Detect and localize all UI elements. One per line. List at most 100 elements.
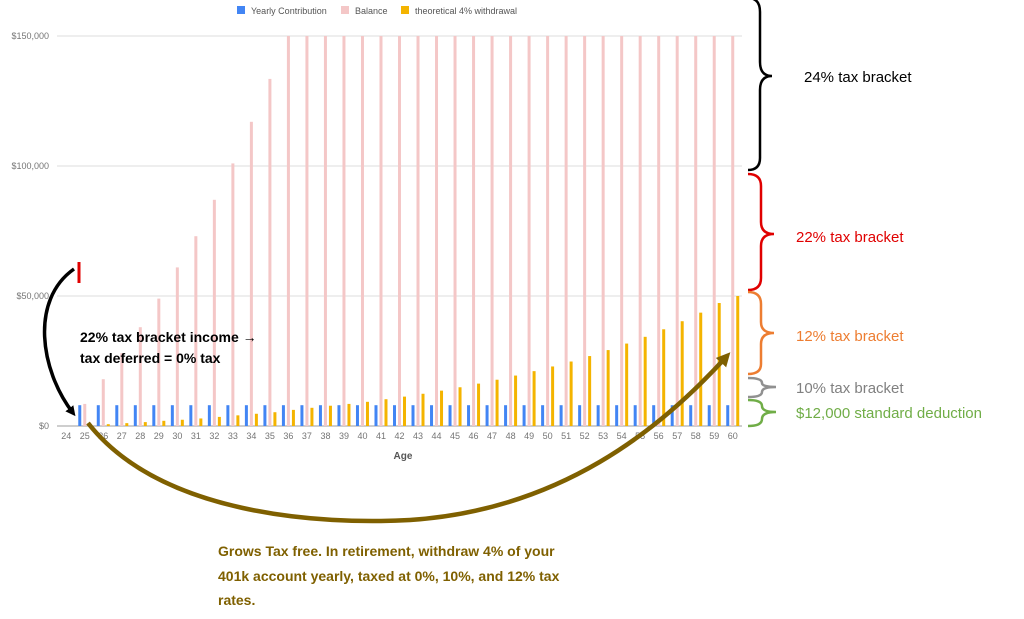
x-tick-label: 46: [469, 431, 479, 441]
x-tick-label: 37: [302, 431, 312, 441]
bracket-10: 10% tax bracket: [747, 376, 904, 399]
bar-yearly-contribution-34: [244, 405, 248, 426]
bar-theoretical-4-withdrawal-35: [273, 412, 277, 426]
legend-label-yearly-contribution: Yearly Contribution: [251, 6, 327, 16]
bracket-12: 12% tax bracket: [747, 290, 904, 376]
bar-yearly-contribution-25: [78, 405, 82, 426]
bar-yearly-contribution-40: [355, 405, 359, 426]
bar-theoretical-4-withdrawal-58: [699, 312, 703, 426]
growth-curve-arrow: [86, 352, 731, 524]
x-tick-label: 41: [376, 431, 386, 441]
x-tick-label: 52: [580, 431, 590, 441]
bracket-label-24: 24% tax bracket: [804, 69, 912, 86]
bar-balance-30: [175, 267, 179, 426]
x-tick-label: 49: [524, 431, 534, 441]
bar-theoretical-4-withdrawal-36: [291, 409, 295, 426]
bar-yearly-contribution-26: [96, 405, 100, 426]
x-tick-label: 43: [413, 431, 423, 441]
bar-balance-33: [231, 163, 235, 426]
brace-10: [747, 376, 777, 399]
bar-theoretical-4-withdrawal-52: [588, 356, 592, 426]
bar-balance-36: [286, 36, 290, 426]
bar-yearly-contribution-55: [633, 405, 637, 426]
bar-balance-28: [138, 327, 142, 426]
x-tick-label: 57: [672, 431, 682, 441]
bar-yearly-contribution-47: [485, 405, 489, 426]
bar-balance-31: [194, 236, 198, 426]
bar-balance-41: [379, 36, 383, 426]
bottom-note-line-1: Grows Tax free. In retirement, withdraw …: [218, 543, 555, 559]
bar-yearly-contribution-32: [207, 405, 211, 426]
bar-balance-27: [120, 353, 124, 426]
bar-theoretical-4-withdrawal-60: [736, 296, 740, 426]
x-tick-label: 58: [691, 431, 701, 441]
bar-yearly-contribution-30: [170, 405, 174, 426]
x-tick-label: 51: [561, 431, 571, 441]
bracket-22: 22% tax bracket: [747, 172, 904, 292]
bar-yearly-contribution-39: [337, 405, 341, 426]
bar-yearly-contribution-52: [578, 405, 582, 426]
bar-theoretical-4-withdrawal-55: [643, 336, 647, 426]
bar-yearly-contribution-35: [263, 405, 267, 426]
bar-theoretical-4-withdrawal-42: [403, 396, 406, 426]
bar-yearly-contribution-48: [504, 405, 508, 426]
legend-swatch-withdrawal: [401, 6, 409, 14]
bar-balance-34: [249, 121, 253, 427]
bar-theoretical-4-withdrawal-43: [421, 393, 425, 426]
bar-theoretical-4-withdrawal-27: [125, 423, 129, 426]
bar-yearly-contribution-28: [133, 405, 137, 426]
x-tick-label: 53: [598, 431, 608, 441]
brace-24: [747, 0, 773, 172]
bar-theoretical-4-withdrawal-29: [162, 420, 166, 426]
bar-balance-40: [360, 36, 364, 426]
bar-theoretical-4-withdrawal-54: [625, 343, 629, 426]
bar-balance-50: [546, 36, 550, 426]
bar-yearly-contribution-38: [318, 405, 322, 426]
bar-balance-42: [398, 36, 401, 426]
bar-yearly-contribution-31: [189, 405, 193, 426]
x-tick-label: 35: [265, 431, 275, 441]
bar-balance-52: [583, 36, 587, 426]
x-tick-label: 60: [728, 431, 738, 441]
bar-theoretical-4-withdrawal-44: [440, 390, 444, 426]
bar-yearly-contribution-33: [226, 405, 230, 426]
bar-balance-58: [694, 36, 698, 426]
x-tick-label: 27: [117, 431, 127, 441]
legend: Yearly Contribution Balance theoretical …: [237, 6, 517, 16]
bar-balance-37: [305, 36, 309, 426]
y-tick-label: $50,000: [16, 291, 49, 301]
bar-balance-56: [657, 36, 661, 426]
bar-yearly-contribution-36: [281, 405, 285, 426]
bar-yearly-contribution-27: [115, 405, 119, 426]
bar-theoretical-4-withdrawal-34: [254, 413, 258, 426]
bar-balance-32: [212, 199, 216, 426]
bar-theoretical-4-withdrawal-46: [477, 383, 481, 426]
bar-yearly-contribution-60: [726, 405, 730, 426]
y-tick-label: $150,000: [11, 31, 49, 41]
bracket-label-deduction: $12,000 standard deduction: [796, 405, 982, 422]
bar-theoretical-4-withdrawal-31: [199, 418, 203, 426]
bar-balance-54: [620, 36, 624, 426]
bar-yearly-contribution-43: [411, 405, 415, 426]
bar-balance-49: [527, 36, 531, 426]
bar-balance-60: [731, 36, 735, 426]
bar-yearly-contribution-45: [448, 405, 452, 426]
legend-swatch-balance: [341, 6, 349, 14]
x-tick-label: 44: [432, 431, 442, 441]
brace-22: [747, 172, 775, 292]
bar-balance-45: [453, 36, 457, 426]
bar-theoretical-4-withdrawal-48: [514, 375, 518, 426]
x-tick-label: 42: [394, 431, 404, 441]
legend-label-balance: Balance: [355, 6, 388, 16]
bar-balance-53: [601, 36, 605, 426]
bar-yearly-contribution-49: [522, 405, 526, 426]
bar-theoretical-4-withdrawal-47: [495, 379, 499, 426]
x-tick-label: 25: [80, 431, 90, 441]
bottom-note-line-2: 401k account yearly, taxed at 0%, 10%, a…: [218, 568, 560, 584]
bracket-label-10: 10% tax bracket: [796, 380, 904, 397]
bar-yearly-contribution-53: [596, 405, 600, 426]
bar-theoretical-4-withdrawal-45: [458, 387, 462, 426]
bar-balance-44: [435, 36, 439, 426]
bracket-deduction: $12,000 standard deduction: [747, 398, 982, 428]
